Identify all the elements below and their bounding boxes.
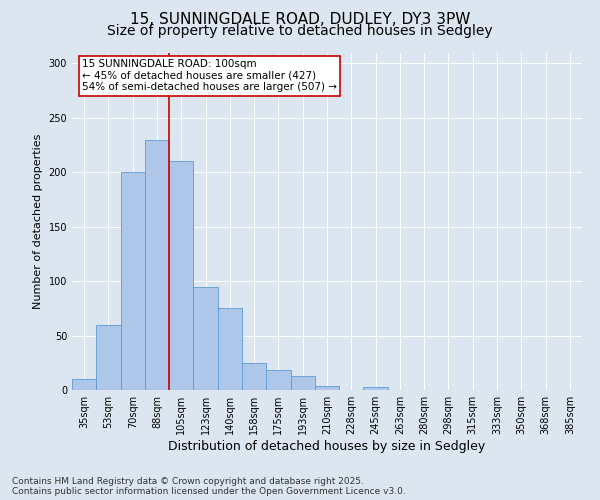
Bar (218, 308, 242, 390)
Y-axis label: Number of detached properties: Number of detached properties (33, 134, 43, 309)
Bar (96, 324, 121, 390)
Text: 15 SUNNINGDALE ROAD: 100sqm
← 45% of detached houses are smaller (427)
54% of se: 15 SUNNINGDALE ROAD: 100sqm ← 45% of det… (82, 59, 337, 92)
Text: 15, SUNNINGDALE ROAD, DUDLEY, DY3 3PW: 15, SUNNINGDALE ROAD, DUDLEY, DY3 3PW (130, 12, 470, 28)
Bar (193, 286, 218, 390)
Bar (315, 386, 339, 390)
Bar (169, 162, 193, 390)
Bar (364, 386, 388, 390)
Bar (121, 172, 145, 390)
Bar (145, 140, 169, 390)
Text: Size of property relative to detached houses in Sedgley: Size of property relative to detached ho… (107, 24, 493, 38)
Bar (290, 376, 315, 390)
Text: Contains HM Land Registry data © Crown copyright and database right 2025.
Contai: Contains HM Land Registry data © Crown c… (12, 476, 406, 496)
Bar (72, 379, 96, 390)
X-axis label: Distribution of detached houses by size in Sedgley: Distribution of detached houses by size … (169, 440, 485, 453)
Bar (242, 363, 266, 390)
Bar (266, 370, 290, 390)
